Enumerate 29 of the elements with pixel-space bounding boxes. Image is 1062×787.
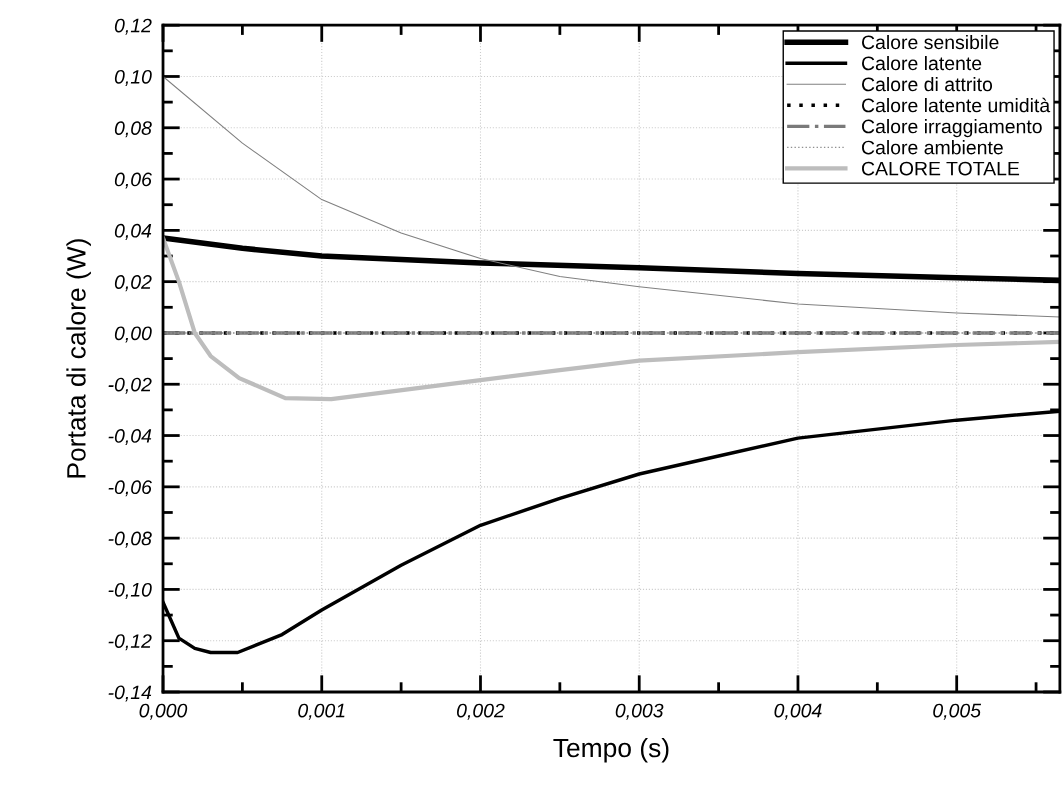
y-tick-label: 0,10 [114,69,152,87]
y-tick-label: 0,06 [114,172,152,189]
legend-label: Calore di attrito [862,76,993,92]
x-tick-label: 0,000 [139,703,188,720]
y-tick-label: -0,04 [108,429,152,446]
y-tick-label: -0,10 [108,582,152,599]
y-tick-label: 0,02 [114,275,152,292]
x-tick-label: 0,005 [933,703,982,720]
x-tick-label: 0,001 [298,703,345,720]
legend-label: Calore ambiente [862,140,1003,155]
y-tick-label: -0,08 [108,531,152,548]
y-tick-label: 0,04 [114,223,152,240]
legend-label: Calore sensibile [862,34,999,50]
legend-label: Calore latente [862,55,982,71]
y-tick-label: -0,02 [108,377,152,394]
y-axis-title: Portata di calore (W) [66,239,91,478]
y-tick-label: -0,12 [108,634,152,651]
y-tick-label: 0,00 [114,326,152,343]
x-tick-label: 0,004 [774,703,822,720]
x-axis-title: Tempo (s) [553,737,669,763]
legend-label: CALORE TOTALE [862,161,1020,176]
y-tick-label: 0,08 [114,121,152,138]
legend-label: Calore latente umidità [862,97,1051,113]
y-tick-label: -0,06 [108,480,152,497]
x-tick-label: 0,002 [457,703,505,720]
x-tick-label: 0,003 [615,703,664,720]
legend-label: Calore irraggiamento [862,119,1042,138]
y-tick-label: 0,12 [114,18,152,35]
y-tick-label: -0,14 [108,685,152,702]
